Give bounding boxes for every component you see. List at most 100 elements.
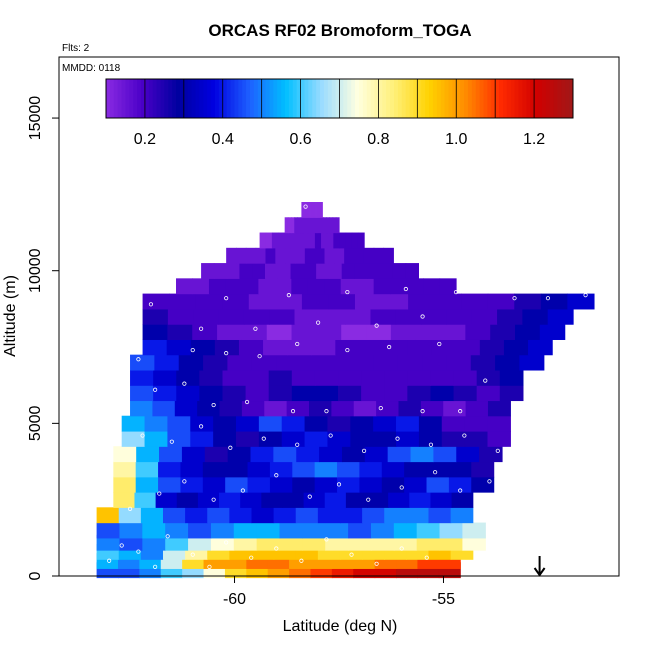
- sample-point: [211, 402, 216, 408]
- heatmap-cell: [334, 247, 345, 264]
- sample-point: [483, 378, 488, 383]
- colorbar-swatch: [537, 79, 543, 118]
- heatmap-cell: [241, 324, 268, 340]
- sample-point: [345, 347, 350, 353]
- colorbar-swatch: [405, 79, 411, 118]
- heatmap-cell: [311, 339, 336, 356]
- colorbar-swatch: [530, 79, 535, 118]
- heatmap-cell: [453, 385, 478, 402]
- heatmap-cell: [273, 507, 297, 524]
- sample-point: [244, 399, 250, 405]
- heatmap-cell: [236, 247, 247, 264]
- colorbar-swatch: [370, 79, 376, 118]
- heatmap-cell: [324, 247, 335, 264]
- heatmap-cell: [250, 446, 274, 463]
- colorbar-swatch: [296, 79, 302, 118]
- heatmap-cell: [381, 476, 405, 493]
- sample-point: [545, 296, 551, 301]
- heatmap-cell: [130, 385, 154, 402]
- heatmap-cell: [142, 339, 168, 356]
- heatmap-cell: [404, 461, 428, 478]
- colorbar-swatch: [183, 79, 189, 118]
- heatmap-cell: [193, 308, 220, 325]
- heatmap-cell: [393, 522, 418, 539]
- heatmap-cell: [281, 430, 306, 447]
- heatmap-cell: [455, 339, 481, 356]
- heatmap-cell: [319, 446, 343, 463]
- heatmap-cell: [423, 278, 441, 295]
- heatmap-cell: [236, 415, 260, 432]
- colorbar-swatch: [269, 79, 274, 118]
- heatmap-cell: [348, 534, 372, 551]
- heatmap-cell: [282, 492, 305, 508]
- colorbar-swatch: [374, 79, 379, 118]
- colorbar-tick-label: 0.2: [134, 131, 156, 148]
- heatmap-cell: [247, 461, 271, 478]
- heatmap-cell: [264, 400, 288, 417]
- heatmap-cell: [199, 369, 224, 386]
- heatmap-cell: [154, 354, 180, 371]
- heatmap-cell: [439, 534, 463, 551]
- heatmap-cell: [202, 461, 226, 478]
- heatmap-cell: [430, 385, 455, 402]
- heatmap-cell: [370, 534, 395, 551]
- sample-point: [424, 555, 429, 560]
- heatmap-cell: [130, 354, 155, 371]
- heatmap-cell: [155, 492, 178, 508]
- colorbar-swatch: [355, 79, 360, 118]
- heatmap-cell: [464, 415, 489, 432]
- heatmap-cell: [255, 247, 267, 264]
- colorbar-swatch: [141, 79, 146, 118]
- heatmap-cell: [174, 400, 198, 417]
- heatmap-cell: [373, 415, 397, 432]
- heatmap-cell: [162, 507, 186, 524]
- heatmap-cell: [341, 446, 366, 463]
- colorbar-swatch: [191, 79, 197, 118]
- x-tick-label: -60: [223, 591, 246, 608]
- heatmap-cell: [317, 202, 320, 218]
- colorbar-tick-label: 1.0: [445, 131, 467, 148]
- heatmap-cell: [316, 217, 321, 234]
- heatmap-cell: [357, 232, 365, 249]
- colorbar-swatch: [129, 79, 134, 118]
- sample-point: [583, 293, 588, 298]
- colorbar-swatch: [362, 79, 368, 118]
- heatmap-cell: [96, 507, 120, 524]
- colorbar-swatch: [316, 79, 321, 118]
- heatmap-cell: [327, 415, 351, 432]
- heatmap-cell: [335, 217, 340, 234]
- heatmap-cell: [158, 461, 182, 478]
- heatmap-cell: [383, 339, 409, 356]
- heatmap-cell: [208, 278, 227, 295]
- colorbar-swatch: [249, 79, 255, 118]
- colorbar-swatch: [156, 79, 161, 118]
- sample-point: [508, 485, 513, 490]
- colorbar-swatch: [218, 79, 224, 118]
- heatmap-cell: [176, 369, 200, 386]
- colorbar-swatch: [417, 79, 422, 118]
- colorbar-swatch: [491, 79, 496, 118]
- heatmap-cell: [233, 522, 258, 539]
- colorbar-swatch: [339, 79, 344, 118]
- heatmap-cell: [119, 522, 143, 539]
- heatmap-cell: [229, 507, 253, 524]
- sample-point: [324, 409, 329, 414]
- colorbar-swatch: [211, 79, 216, 118]
- heatmap-cell: [135, 476, 159, 493]
- heatmap-cell: [134, 492, 157, 508]
- sample-point: [207, 564, 212, 569]
- heatmap-cell: [294, 217, 299, 234]
- colorbar-swatch: [203, 79, 208, 118]
- heatmap-cell: [354, 293, 383, 310]
- heatmap-cell: [202, 476, 226, 493]
- heatmap-cell: [176, 278, 194, 295]
- heatmap-cell: [503, 339, 529, 356]
- sample-point: [211, 497, 216, 502]
- y-tick-label: 15000: [27, 96, 44, 141]
- heatmap-cell: [142, 293, 170, 310]
- sample-point: [361, 448, 367, 453]
- heatmap-cell: [314, 369, 339, 386]
- heatmap-cell: [303, 263, 317, 279]
- sample-point: [420, 409, 425, 414]
